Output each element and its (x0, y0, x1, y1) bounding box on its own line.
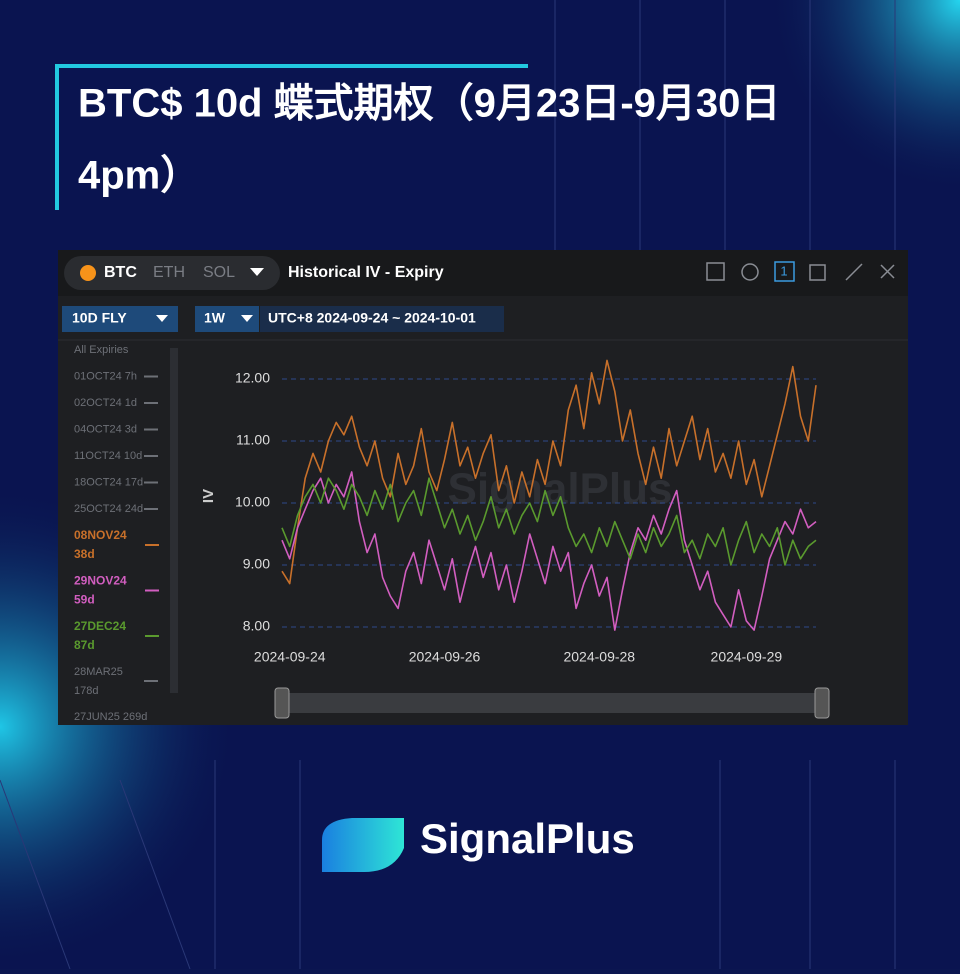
legend-name: 08NOV24 (74, 528, 127, 542)
range-slider[interactable] (276, 693, 822, 713)
y-axis-label: IV (200, 489, 217, 503)
dropdown-arrow[interactable] (250, 268, 264, 276)
window-btns[interactable] (845, 263, 895, 281)
expiry-item: 04OCT24 3d (74, 423, 137, 435)
copy[interactable] (809, 264, 826, 281)
series-line (281, 477, 817, 566)
legend-dte: 38d (74, 547, 95, 561)
legend-dte: 59d (74, 593, 95, 607)
y-tick-label: 9.00 (243, 556, 270, 572)
dropdown-arrow (241, 315, 253, 322)
coin-tabs[interactable] (64, 256, 280, 290)
expiry-item: All Expiries (74, 344, 129, 356)
period-label: 1W (204, 310, 226, 326)
expiry-item: 25OCT24 24d (74, 503, 143, 515)
layout-btn[interactable] (774, 261, 795, 282)
title: 4pm） (78, 154, 200, 198)
y-tick-label: 11.00 (236, 432, 270, 448)
logo-mark (322, 818, 404, 872)
range-box (260, 306, 504, 332)
panel-title: Historical IV - Expiry (288, 264, 444, 281)
expiry-item: 178d (74, 685, 98, 697)
series-line (281, 359, 817, 585)
x-tick-label: 2024-09-28 (563, 649, 635, 665)
expiry-item: 02OCT24 1d (74, 397, 137, 409)
badge: 1 (780, 263, 787, 278)
slider-handle[interactable] (274, 687, 290, 719)
y-tick-label: 12.00 (235, 370, 270, 386)
range: UTC+8 2024-09-24 ~ 2024-10-01 (268, 310, 476, 326)
slider-handle[interactable] (814, 687, 830, 719)
coin-tab[interactable]: BTC (104, 264, 137, 281)
y-tick-label: 8.00 (243, 618, 270, 634)
decor-lines (0, 0, 896, 970)
dropdown-arrow (156, 315, 168, 322)
expiry-item: 18OCT24 17d (74, 476, 143, 488)
y-tick-label: 10.00 (235, 494, 270, 510)
popout[interactable] (706, 262, 725, 281)
refresh[interactable] (741, 263, 759, 281)
legend-dte: 87d (74, 638, 95, 652)
coin-icon (80, 265, 96, 281)
coin-tab[interactable]: ETH (153, 264, 185, 281)
brand: SignalPlus (420, 815, 635, 862)
series-line (281, 471, 817, 631)
metric-select[interactable] (62, 306, 178, 332)
expiry-item: 11OCT24 10d (74, 450, 142, 462)
watermark: SignalPlus (448, 465, 673, 514)
legend-name: 27DEC24 (74, 619, 126, 633)
x-tick-label: 2024-09-26 (409, 649, 481, 665)
coin-tab[interactable]: SOL (203, 264, 235, 281)
title-frame (55, 64, 528, 210)
expiry-item: 27JUN25 269d (74, 711, 147, 723)
expiry-item: 28MAR25 (74, 666, 123, 678)
scrollbar[interactable] (170, 348, 178, 693)
toolbar (706, 261, 895, 282)
expiry-item: 01OCT24 7h (74, 370, 137, 382)
x-tick-label: 2024-09-24 (254, 649, 326, 665)
x-tick-label: 2024-09-29 (711, 649, 783, 665)
legend-name: 29NOV24 (74, 574, 127, 588)
metric-label: 10D FLY (72, 310, 127, 326)
title: BTC$ 10d 蝶式期权（9月23日-9月30日 (78, 82, 780, 126)
